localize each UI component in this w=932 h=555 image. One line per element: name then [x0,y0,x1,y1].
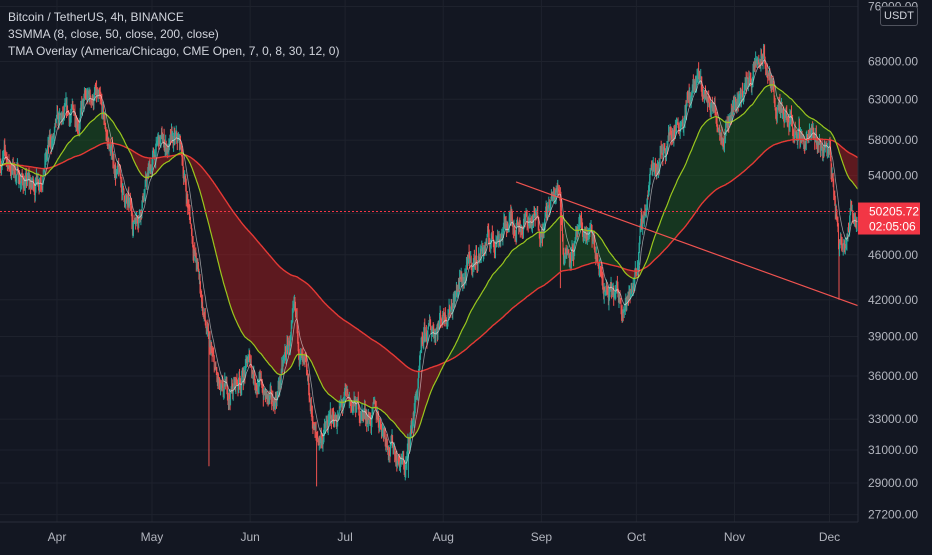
indicator-tma-overlay[interactable]: TMA Overlay (America/Chicago, CME Open, … [8,43,339,60]
candle-body [506,220,507,224]
candle [777,105,778,123]
price-tick-label: 39000.00 [868,329,918,343]
candle [816,125,817,149]
price-tick-label: 68000.00 [868,54,918,68]
candle-body [487,236,488,243]
indicator-3smma[interactable]: 3SMMA (8, close, 50, close, 200, close) [8,26,339,43]
candle-body [184,179,185,180]
candle-body [796,131,797,133]
candle-body [774,87,775,97]
candle [604,283,605,304]
candle-body [813,128,814,133]
candle-body [629,294,630,299]
candle-body [291,328,292,335]
candle [448,309,449,326]
candle-body [767,70,768,75]
price-tick-label: 63000.00 [868,92,918,106]
candle-body [471,257,472,264]
candle [233,386,234,400]
candle-body [466,265,467,272]
price-tick-label: 33000.00 [868,412,918,426]
candle-body [316,429,317,432]
time-tick-label: May [141,530,164,544]
currency-button[interactable]: USDT [880,6,918,26]
candle-body [177,140,178,142]
candle-body [261,374,262,380]
candle [376,401,377,423]
candle-body [344,394,345,399]
time-tick-label: Oct [627,530,646,544]
candle-body [440,314,441,319]
candle-body [214,356,215,367]
candle [59,108,60,123]
candle [156,137,157,156]
candle-body [542,229,543,234]
candle [590,223,591,237]
candle-body [476,253,477,260]
price-tick-label: 29000.00 [868,476,918,490]
candle [190,217,191,224]
time-tick-label: Aug [433,530,454,544]
candle-body [103,107,104,116]
candle-body [709,101,710,103]
time-tick-label: Dec [819,530,840,544]
last-price-value: 50205.72 [869,205,919,219]
price-tick-label: 31000.00 [868,443,918,457]
price-tick-label: 58000.00 [868,133,918,147]
candle-body [428,329,429,335]
candle-body [583,238,584,240]
candle [229,389,230,410]
candle-body [145,186,146,195]
price-tick-label: 27200.00 [868,508,918,522]
candle-body [818,145,819,147]
candle-body [558,187,559,189]
candle-body [716,111,717,116]
last-price-label: 50205.72 02:05:06 [858,203,920,235]
time-tick-label: Nov [724,530,745,544]
candle [317,431,318,439]
candle-body [492,232,493,237]
time-tick-label: Jul [337,530,352,544]
candle-body [147,179,148,183]
price-tick-label: 42000.00 [868,293,918,307]
candle [133,220,134,236]
time-tick-label: Apr [48,530,67,544]
price-tick-label: 46000.00 [868,248,918,262]
candle-body [574,243,575,249]
candle-body [792,121,793,128]
candle-body [228,397,229,399]
candle-body [37,175,38,181]
candle-body [424,327,425,334]
candle-body [420,353,421,357]
price-tick-label: 54000.00 [868,168,918,182]
bar-countdown: 02:05:06 [869,220,916,234]
candle [209,331,210,466]
candle-body [676,123,677,127]
symbol-title[interactable]: Bitcoin / TetherUS, 4h, BINANCE [8,9,339,26]
candle-body [777,109,778,116]
candle [20,183,21,192]
price-tick-label: 36000.00 [868,369,918,383]
candle-body [203,312,204,313]
candle-body [387,441,388,447]
candle-body [678,123,679,125]
candle-body [561,205,562,217]
time-tick-label: Sep [531,530,553,544]
time-tick-label: Jun [240,530,259,544]
chart-legend: Bitcoin / TetherUS, 4h, BINANCE 3SMMA (8… [8,9,339,60]
candle-body [839,248,840,249]
candle-body [682,123,683,127]
candle-body [143,196,144,199]
candle-body [326,423,327,426]
candle [793,129,794,136]
